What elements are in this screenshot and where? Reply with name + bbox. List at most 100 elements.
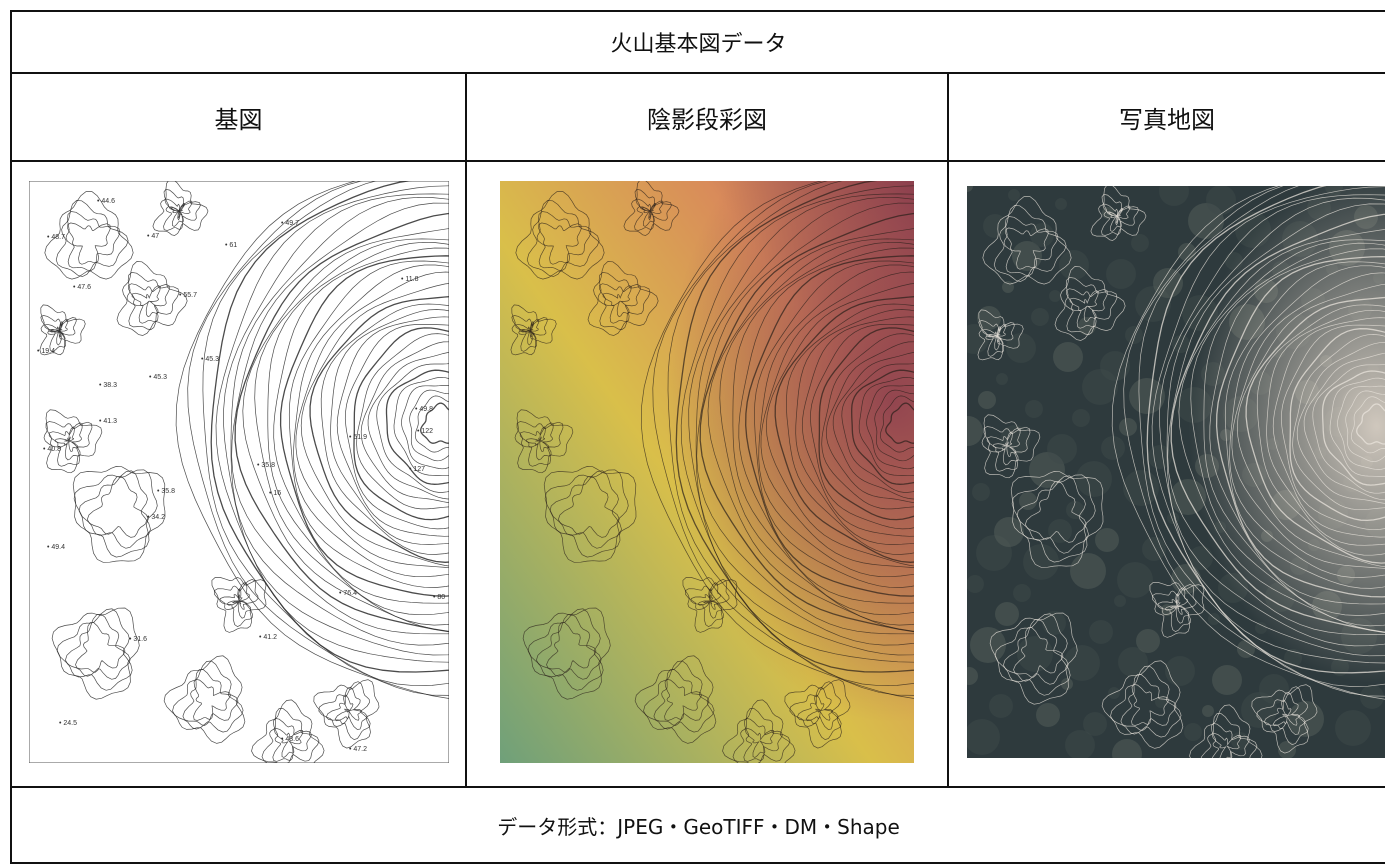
relief-map-volcano-contour — [851, 369, 914, 485]
photo-map-volcano-contour — [1303, 352, 1385, 501]
base-map-lowland-contour — [54, 426, 78, 452]
spot-height-label: • 55.7 — [179, 292, 197, 299]
relief-map-lowland-contour — [789, 681, 842, 740]
relief-map-volcano-contour — [640, 181, 914, 699]
spot-height-label: • 38.3 — [99, 382, 117, 389]
base-map-lowland-contour — [162, 188, 201, 231]
relief-map-volcano-contour — [754, 260, 914, 588]
base-map-lowland-contour — [317, 681, 371, 740]
base-map-volcano-contour — [233, 212, 449, 633]
relief-map-lowland-contour — [538, 222, 582, 265]
base-map-lowland-contour — [192, 678, 231, 721]
base-map-lowland-contour — [211, 577, 266, 633]
relief-map-lowland-contour — [684, 579, 730, 628]
base-map-lowland-contour — [65, 211, 120, 272]
shaded-relief-map-drawing — [500, 181, 914, 763]
relief-map-lowland-contour — [519, 320, 536, 340]
base-map-lowland-contour — [171, 660, 243, 733]
volcano-basic-map-table: 火山基本図データ 基図 陰影段彩図 写真地図 • 44.6 • 48.7 • 47 •… — [9, 10, 1385, 864]
spot-height-label: • 49.4 — [47, 544, 65, 551]
photo-map-lowland-contour — [1054, 266, 1126, 341]
photo-map-lowland-contour — [1151, 584, 1197, 633]
table-title: 火山基本図データ — [9, 10, 1385, 74]
base-map-lowland-contour — [218, 582, 251, 619]
spot-height-label: • 35.8 — [257, 462, 275, 469]
photo-map-contour-group — [977, 186, 1385, 758]
photo-crater-highlight — [967, 186, 1385, 758]
photo-map-lowland-contour — [1003, 618, 1069, 685]
base-map-volcano-contour — [222, 193, 449, 656]
photo-map-lowland-contour — [1211, 732, 1242, 758]
base-map-volcano-contour — [295, 271, 449, 569]
photo-map-lowland-contour — [1066, 288, 1108, 329]
relief-map-lowland-contour — [597, 272, 651, 331]
photo-map-volcano-contour — [1151, 186, 1385, 664]
spot-height-label: • 127 — [409, 466, 425, 473]
photo-map-lowland-contour — [1200, 713, 1258, 758]
photo-map-lowland-contour — [1101, 193, 1139, 236]
column-header-shaded-relief-map: 陰影段彩図 — [465, 72, 949, 162]
photo-map-lowland-contour — [1011, 474, 1096, 563]
relief-map-volcano-contour — [786, 303, 914, 555]
base-map-lowland-contour — [261, 708, 319, 763]
photo-map-volcano-contour — [1203, 242, 1385, 616]
base-map-lowland-contour — [271, 718, 312, 762]
relief-map-lowland-contour — [722, 699, 796, 763]
shaded-relief-map-cell — [465, 160, 949, 788]
base-map-volcano-contour — [385, 369, 449, 485]
base-map-lowland-contour — [163, 655, 245, 744]
base-map-lowland-contour — [213, 579, 258, 628]
photo-map-lowland-contour — [1013, 627, 1064, 678]
relief-map-volcano-contour — [680, 185, 914, 663]
spot-height-label: • 45.3 — [201, 356, 219, 363]
spot-height-label: • 45.3 — [149, 374, 167, 381]
photo-map-lowland-contour — [992, 431, 1017, 457]
spot-height-label: • 31.6 — [129, 636, 147, 643]
base-map-volcano-contour — [210, 181, 449, 673]
base-map-volcano-contour — [367, 352, 449, 500]
base-map-lowland-contour — [43, 409, 102, 474]
relief-map-lowland-contour — [690, 582, 723, 619]
photo-map-volcano-contour — [1356, 403, 1385, 445]
relief-map-lowland-contour — [544, 469, 629, 558]
photo-map-lowland-contour — [1110, 665, 1182, 738]
spot-height-label: • 35.8 — [157, 488, 175, 495]
relief-map-lowland-contour — [602, 285, 632, 318]
base-map-volcano-contour — [375, 363, 449, 493]
relief-map-volcano-contour — [774, 296, 914, 563]
spot-height-label: • 76.4 — [339, 590, 357, 597]
photo-map-lowland-contour — [1090, 186, 1147, 241]
spot-height-label: • 24.5 — [59, 720, 77, 727]
spot-height-label: • 122 — [417, 428, 433, 435]
base-map-volcano-contour — [400, 384, 449, 470]
spot-height-label: • 49.7 — [281, 220, 299, 227]
photo-map-image — [967, 186, 1385, 758]
photo-map-volcano-contour — [1266, 309, 1385, 546]
spot-height-label: • 61 — [225, 242, 237, 249]
relief-map-contour-group — [510, 181, 914, 763]
relief-map-lowland-contour — [536, 211, 592, 272]
spot-height-label: • 40.8 — [43, 446, 61, 453]
base-map-lowland-contour — [45, 421, 92, 467]
relief-map-volcano-contour — [699, 212, 914, 633]
relief-map-volcano-contour — [732, 241, 914, 616]
base-map-lowland-contour — [78, 470, 151, 549]
photo-map-cell — [946, 160, 1385, 788]
base-map-volcano-contour — [241, 228, 449, 632]
base-map-contour-drawing: • 44.6 • 48.7 • 47 • 61 • 49.7 • 11.8 • 47.6 • … — [28, 181, 449, 763]
relief-map-volcano-contour — [765, 283, 914, 567]
relief-map-lowland-contour — [697, 588, 718, 610]
photo-map-volcano-contour — [1229, 265, 1385, 578]
base-map-volcano-contour — [230, 196, 449, 646]
base-map-lowland-contour — [43, 191, 134, 280]
base-map-lowland-contour — [334, 694, 362, 722]
photo-map-volcano-contour — [1111, 186, 1385, 700]
spot-height-label: • 19.4 — [37, 348, 55, 355]
base-map-image: • 44.6 • 48.7 • 47 • 61 • 49.7 • 11.8 • 47.6 • … — [28, 181, 449, 763]
base-map-volcano-contour — [419, 402, 449, 444]
base-map-cell: • 44.6 • 48.7 • 47 • 61 • 49.7 • 11.8 • 47.6 • … — [10, 160, 467, 788]
relief-map-volcano-contour — [832, 352, 914, 500]
base-map-volcano-contour — [300, 283, 449, 567]
relief-map-volcano-contour — [707, 228, 914, 632]
photo-map-volcano-contour — [1292, 334, 1385, 511]
